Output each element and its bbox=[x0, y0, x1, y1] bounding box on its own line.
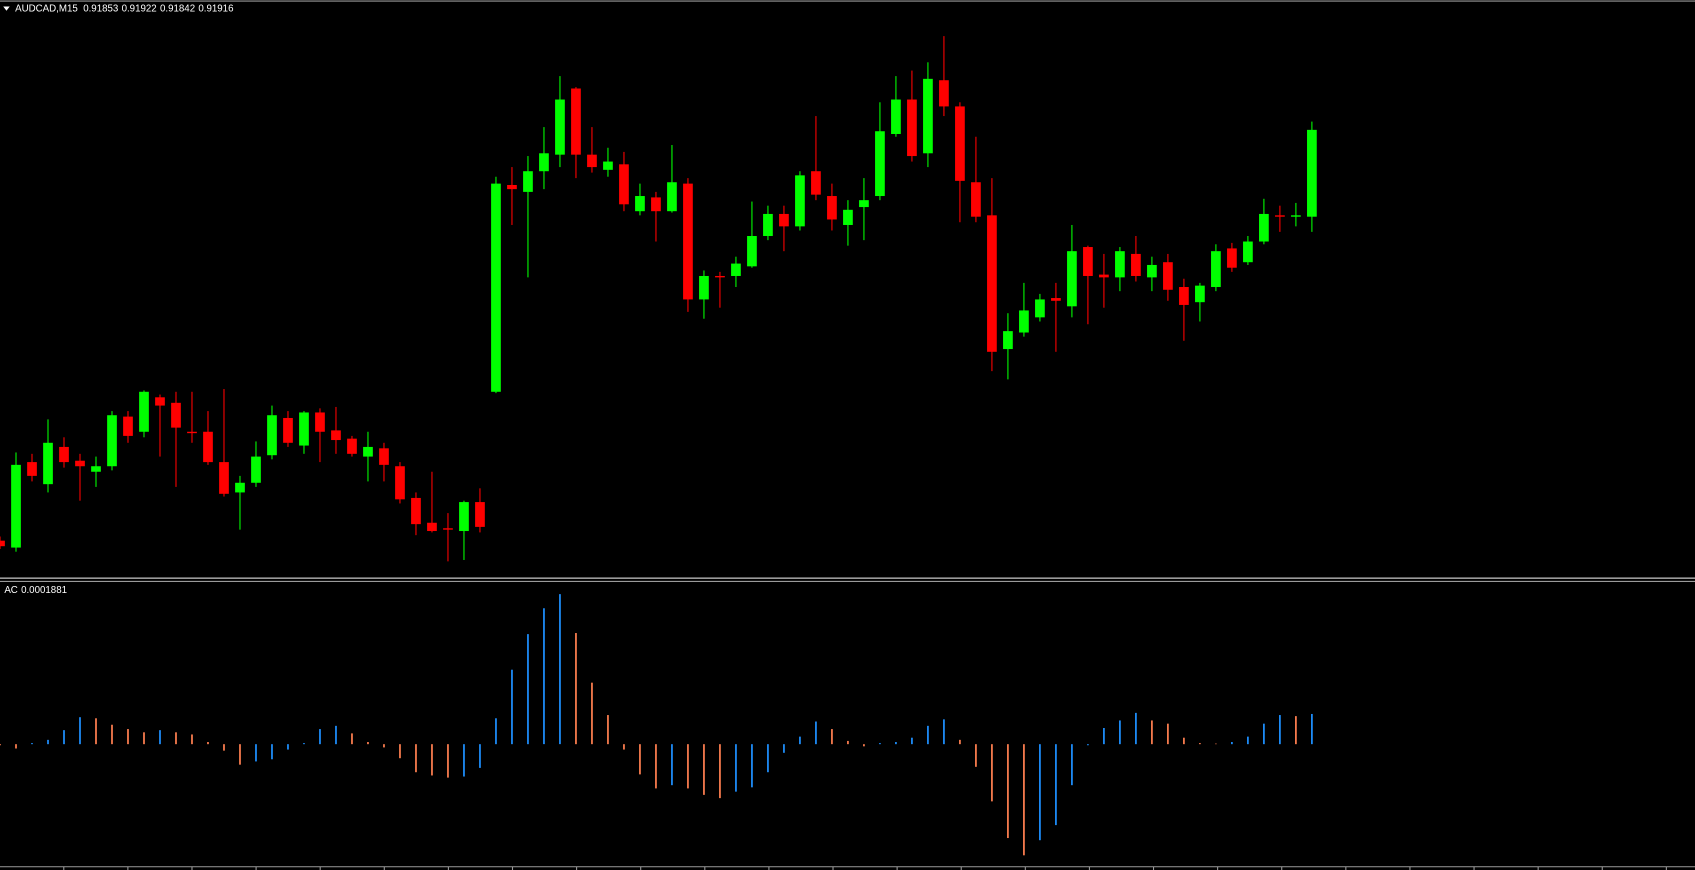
candle-body bbox=[363, 446, 373, 457]
ohlc-high: 0.91922 bbox=[122, 3, 157, 14]
candle-body bbox=[459, 502, 469, 532]
candle-body bbox=[1003, 331, 1013, 350]
candle-body bbox=[507, 184, 517, 190]
chart-header: AUDCAD,M15 0.91853 0.91922 0.91842 0.91916 bbox=[15, 3, 233, 14]
candle-body bbox=[1195, 285, 1205, 303]
candle-body bbox=[491, 183, 501, 392]
candle-body bbox=[27, 462, 37, 476]
ohlc-open: 0.91853 bbox=[83, 3, 118, 14]
candle-body bbox=[987, 215, 997, 352]
candle-body bbox=[539, 153, 549, 172]
candle-body bbox=[347, 438, 357, 454]
candle-body bbox=[11, 464, 21, 548]
candle-body bbox=[939, 80, 949, 107]
candle-body bbox=[379, 448, 389, 465]
candle-body bbox=[315, 412, 325, 432]
menu-arrow[interactable] bbox=[3, 6, 10, 11]
candle-body bbox=[731, 263, 741, 276]
candle-body bbox=[795, 175, 805, 227]
candle-body bbox=[251, 456, 261, 483]
candle-body bbox=[1019, 310, 1029, 333]
candle-body bbox=[811, 171, 821, 195]
candle-body bbox=[1147, 264, 1157, 278]
candle-body bbox=[155, 397, 165, 406]
candle-body bbox=[763, 213, 773, 237]
candle-body bbox=[571, 88, 581, 155]
candle-body bbox=[395, 466, 405, 500]
candle-body bbox=[1227, 248, 1237, 268]
candle-body bbox=[0, 540, 5, 547]
indicator-value: 0.0001881 bbox=[21, 585, 67, 596]
candle-body bbox=[1083, 247, 1093, 276]
candle-body bbox=[411, 497, 421, 525]
candle-body bbox=[107, 415, 117, 467]
candle-body bbox=[1067, 251, 1077, 307]
candle-body bbox=[1131, 253, 1141, 276]
candle-body bbox=[1099, 274, 1109, 278]
candle-body bbox=[1259, 213, 1269, 242]
candle-body bbox=[603, 161, 613, 170]
candle-body bbox=[219, 462, 229, 494]
candle-body bbox=[203, 431, 213, 463]
symbol: AUDCAD,M15 bbox=[15, 3, 78, 14]
candle-body bbox=[427, 522, 437, 532]
indicator-name: AC bbox=[4, 585, 18, 596]
candle-body bbox=[1035, 299, 1045, 318]
candle-body bbox=[843, 209, 853, 225]
candle-body bbox=[1243, 241, 1253, 263]
candle-body bbox=[1179, 287, 1189, 305]
candle-body bbox=[139, 391, 149, 432]
candle-body bbox=[683, 183, 693, 300]
candle-body bbox=[283, 417, 293, 443]
candle-body bbox=[1163, 262, 1173, 290]
candle-body bbox=[187, 431, 197, 434]
candle-body bbox=[443, 528, 453, 530]
candle-body bbox=[331, 430, 341, 441]
time-ticks bbox=[63, 866, 1667, 870]
candle-body bbox=[59, 446, 69, 463]
candle-body bbox=[1051, 298, 1061, 301]
candle-body bbox=[1307, 129, 1317, 217]
candle-body bbox=[1291, 215, 1301, 217]
candle-body bbox=[715, 275, 725, 278]
candle-body bbox=[779, 213, 789, 227]
candle-body bbox=[523, 171, 533, 192]
ohlc-low: 0.91842 bbox=[160, 3, 195, 14]
candle-body bbox=[651, 197, 661, 212]
candle-body bbox=[923, 78, 933, 154]
candle-body bbox=[1115, 251, 1125, 278]
candle-body bbox=[171, 402, 181, 428]
candle-body bbox=[299, 412, 309, 446]
candle-body bbox=[971, 182, 981, 217]
candle-body bbox=[123, 416, 133, 436]
candle-body bbox=[859, 200, 869, 208]
candle-body bbox=[699, 275, 709, 300]
candle-body bbox=[667, 182, 677, 212]
candle-body bbox=[91, 466, 101, 472]
candle-body bbox=[267, 415, 277, 456]
candle-body bbox=[235, 482, 245, 493]
candle-body bbox=[619, 164, 629, 205]
candle-body bbox=[43, 442, 53, 485]
candle-body bbox=[907, 99, 917, 157]
candle-body bbox=[555, 99, 565, 155]
ohlc-close: 0.91916 bbox=[198, 3, 233, 14]
candle-body bbox=[747, 236, 757, 267]
candle-body bbox=[587, 154, 597, 168]
candle-body bbox=[1211, 251, 1221, 288]
candle-body bbox=[475, 502, 485, 527]
candle-body bbox=[891, 99, 901, 134]
candle-body bbox=[75, 460, 85, 467]
candle-body bbox=[875, 131, 885, 197]
candle-body bbox=[1275, 215, 1285, 217]
candle-body bbox=[827, 196, 837, 220]
indicator-label: AC 0.0001881 bbox=[4, 585, 67, 596]
candle-body bbox=[955, 106, 965, 181]
candle-body bbox=[635, 196, 645, 212]
